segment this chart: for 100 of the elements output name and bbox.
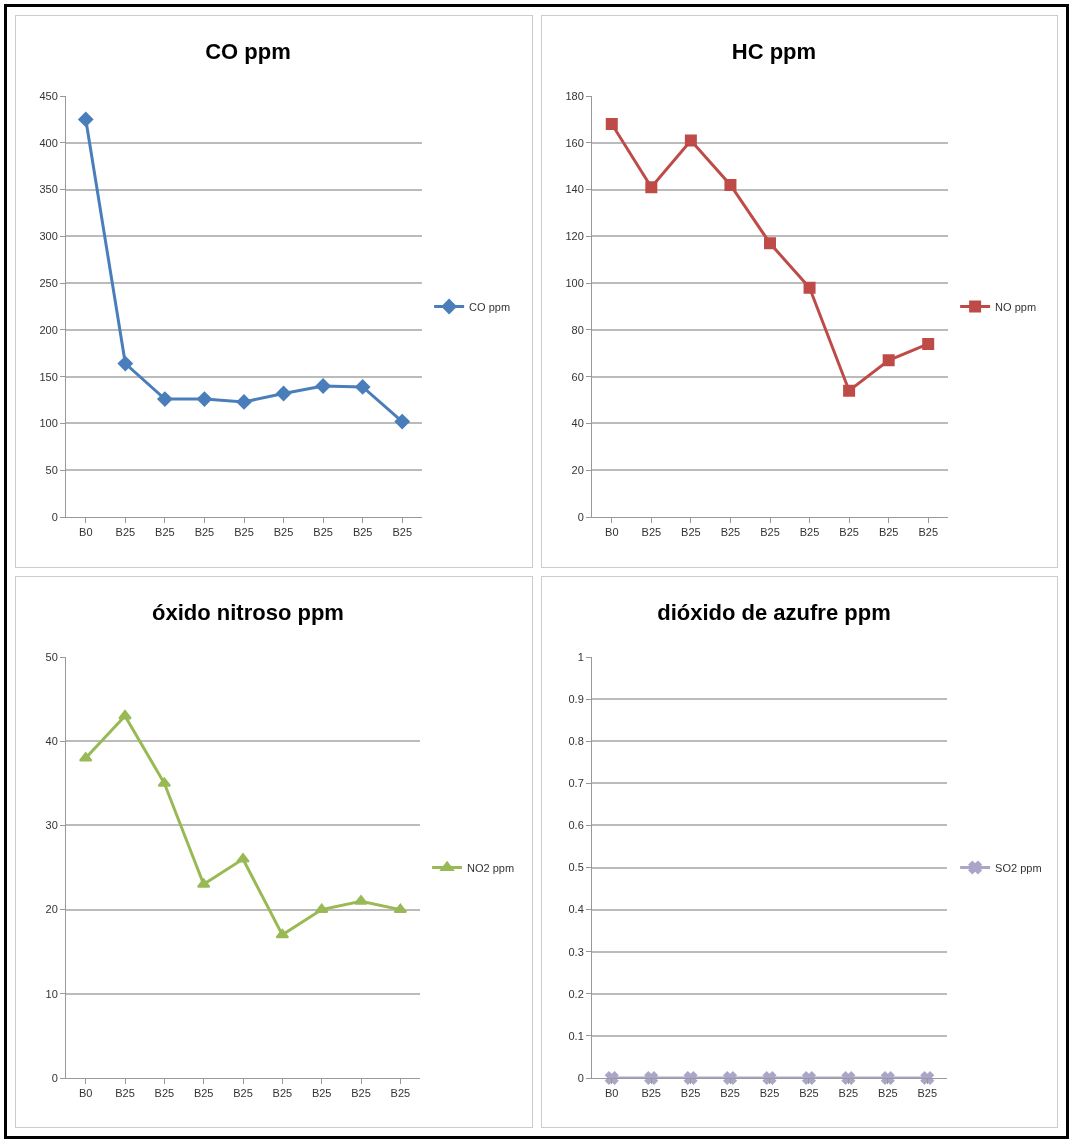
y-tick-label: 180 — [564, 89, 584, 102]
y-tick-label: 0 — [577, 1071, 584, 1084]
x-tick-label: B25 — [799, 526, 819, 539]
x-tick-label: B25 — [680, 1086, 700, 1099]
point — [157, 391, 173, 407]
y-tick-label: 10 — [45, 987, 58, 1000]
x-tick-label: B25 — [392, 526, 413, 539]
point — [684, 134, 697, 147]
x-tick-label: B25 — [352, 526, 373, 539]
y-tick-label: 400 — [39, 136, 58, 149]
y-tick-label: 0 — [51, 510, 58, 523]
x-tick-label: B25 — [878, 526, 898, 539]
y-tick-label: 0.7 — [568, 776, 584, 789]
x-tick-label: B25 — [838, 1086, 858, 1099]
point — [723, 178, 736, 191]
y-tick-label: 150 — [39, 370, 58, 383]
point — [196, 877, 211, 888]
x-tick-label: B25 — [155, 526, 175, 539]
x-tick-label: B0 — [604, 1086, 618, 1099]
x-tick-label: B0 — [604, 526, 619, 539]
x-tick-label: B25 — [390, 1086, 411, 1099]
y-tick-label: 0.5 — [568, 860, 584, 873]
x-tick-label: B25 — [719, 1086, 740, 1099]
x-tick-label: B25 — [115, 526, 136, 539]
y-tick-label: 60 — [571, 370, 584, 383]
y-tick-label: 30 — [45, 818, 58, 831]
y-tick-label: 0.2 — [568, 987, 584, 1000]
x-tick-label: B25 — [311, 1086, 332, 1099]
point — [236, 394, 252, 410]
point — [196, 391, 212, 407]
y-tick-label: 0.3 — [568, 945, 584, 958]
y-tick-label: 0 — [51, 1071, 58, 1084]
x-tick-label: B0 — [78, 1086, 93, 1099]
x-tick-label: B25 — [798, 1086, 819, 1099]
y-tick-label: 0.8 — [568, 734, 584, 747]
legend-label: NO ppm — [994, 300, 1036, 313]
y-tick-label: 0 — [577, 510, 584, 523]
y-tick-label: 0.9 — [568, 692, 584, 705]
y-tick-label: 160 — [564, 136, 584, 149]
y-tick-label: 50 — [45, 464, 58, 477]
point — [882, 354, 895, 367]
x-tick-label: B25 — [234, 526, 254, 539]
point — [354, 894, 368, 905]
point — [157, 776, 172, 787]
x-tick-label: B25 — [313, 526, 333, 539]
x-tick-label: B25 — [916, 1086, 937, 1099]
point — [117, 356, 133, 372]
y-tick-label: 50 — [45, 650, 58, 663]
point — [921, 337, 934, 350]
y-tick-label: 1 — [577, 650, 584, 663]
point — [842, 384, 855, 397]
x-tick-label: B25 — [838, 526, 859, 539]
point — [276, 386, 292, 402]
chart-title: dióxido de azufre ppm — [656, 599, 891, 625]
y-tick-label: 80 — [571, 323, 584, 336]
y-tick-label: 100 — [564, 276, 584, 289]
x-tick-label: B25 — [640, 1086, 661, 1099]
point — [78, 111, 94, 127]
x-tick-label: B25 — [351, 1086, 371, 1099]
x-tick-label: B25 — [272, 1086, 293, 1099]
y-tick-label: 0.6 — [568, 818, 584, 831]
point — [78, 751, 93, 762]
point — [315, 378, 331, 394]
y-tick-label: 120 — [564, 230, 584, 243]
point — [118, 709, 132, 719]
chart-title: óxido nitroso ppm — [152, 599, 344, 625]
x-tick-label: B25 — [233, 1086, 253, 1099]
x-tick-label: B25 — [193, 1086, 214, 1099]
x-tick-label: B25 — [680, 526, 701, 539]
y-tick-label: 20 — [571, 464, 584, 477]
x-tick-label: B25 — [194, 526, 215, 539]
point — [605, 118, 618, 131]
x-tick-label: B25 — [154, 1086, 175, 1099]
x-tick-label: B25 — [759, 526, 780, 539]
point — [763, 237, 776, 250]
legend-label: NO2 ppm — [467, 861, 515, 874]
y-tick-label: 350 — [39, 183, 58, 196]
chart-title: HC ppm — [731, 38, 816, 64]
legend-label: SO2 ppm — [994, 861, 1042, 874]
x-tick-label: B0 — [79, 526, 93, 539]
x-tick-label: B25 — [759, 1086, 779, 1099]
point — [355, 379, 371, 395]
legend-label: CO ppm — [469, 300, 511, 313]
y-tick-label: 200 — [39, 323, 58, 336]
x-tick-label: B25 — [720, 526, 740, 539]
y-tick-label: 40 — [45, 734, 58, 747]
y-tick-label: 20 — [45, 902, 58, 915]
x-tick-label: B25 — [877, 1086, 898, 1099]
x-tick-label: B25 — [115, 1086, 135, 1099]
y-tick-label: 450 — [39, 89, 58, 102]
point — [803, 281, 816, 294]
y-tick-label: 0.4 — [568, 902, 584, 915]
point — [644, 181, 657, 194]
point — [394, 414, 410, 430]
x-tick-label: B25 — [273, 526, 294, 539]
y-tick-label: 140 — [564, 183, 584, 196]
y-tick-label: 100 — [39, 417, 58, 430]
x-tick-label: B25 — [641, 526, 661, 539]
y-tick-label: 0.1 — [568, 1029, 584, 1042]
x-tick-label: B25 — [917, 526, 938, 539]
